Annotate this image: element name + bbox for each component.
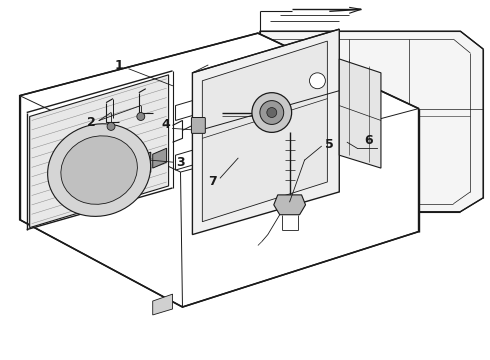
Polygon shape xyxy=(20,33,418,307)
Text: 1: 1 xyxy=(115,59,123,72)
Text: 6: 6 xyxy=(365,134,373,147)
Circle shape xyxy=(267,108,277,117)
Circle shape xyxy=(310,73,325,89)
Text: 4: 4 xyxy=(161,118,170,131)
Text: 5: 5 xyxy=(325,138,334,151)
Polygon shape xyxy=(30,75,169,228)
Polygon shape xyxy=(153,148,167,168)
FancyBboxPatch shape xyxy=(192,117,205,133)
Polygon shape xyxy=(339,59,381,168)
Circle shape xyxy=(260,100,284,125)
Circle shape xyxy=(252,93,292,132)
Text: 7: 7 xyxy=(208,175,217,189)
Circle shape xyxy=(107,122,115,130)
Polygon shape xyxy=(260,31,483,212)
Circle shape xyxy=(137,113,145,121)
Polygon shape xyxy=(202,41,327,222)
Ellipse shape xyxy=(61,136,137,204)
Polygon shape xyxy=(129,152,151,180)
Polygon shape xyxy=(153,294,172,315)
Text: 2: 2 xyxy=(87,116,96,129)
Polygon shape xyxy=(274,195,306,215)
Polygon shape xyxy=(193,29,339,235)
Ellipse shape xyxy=(48,124,150,216)
Text: 3: 3 xyxy=(176,156,185,168)
